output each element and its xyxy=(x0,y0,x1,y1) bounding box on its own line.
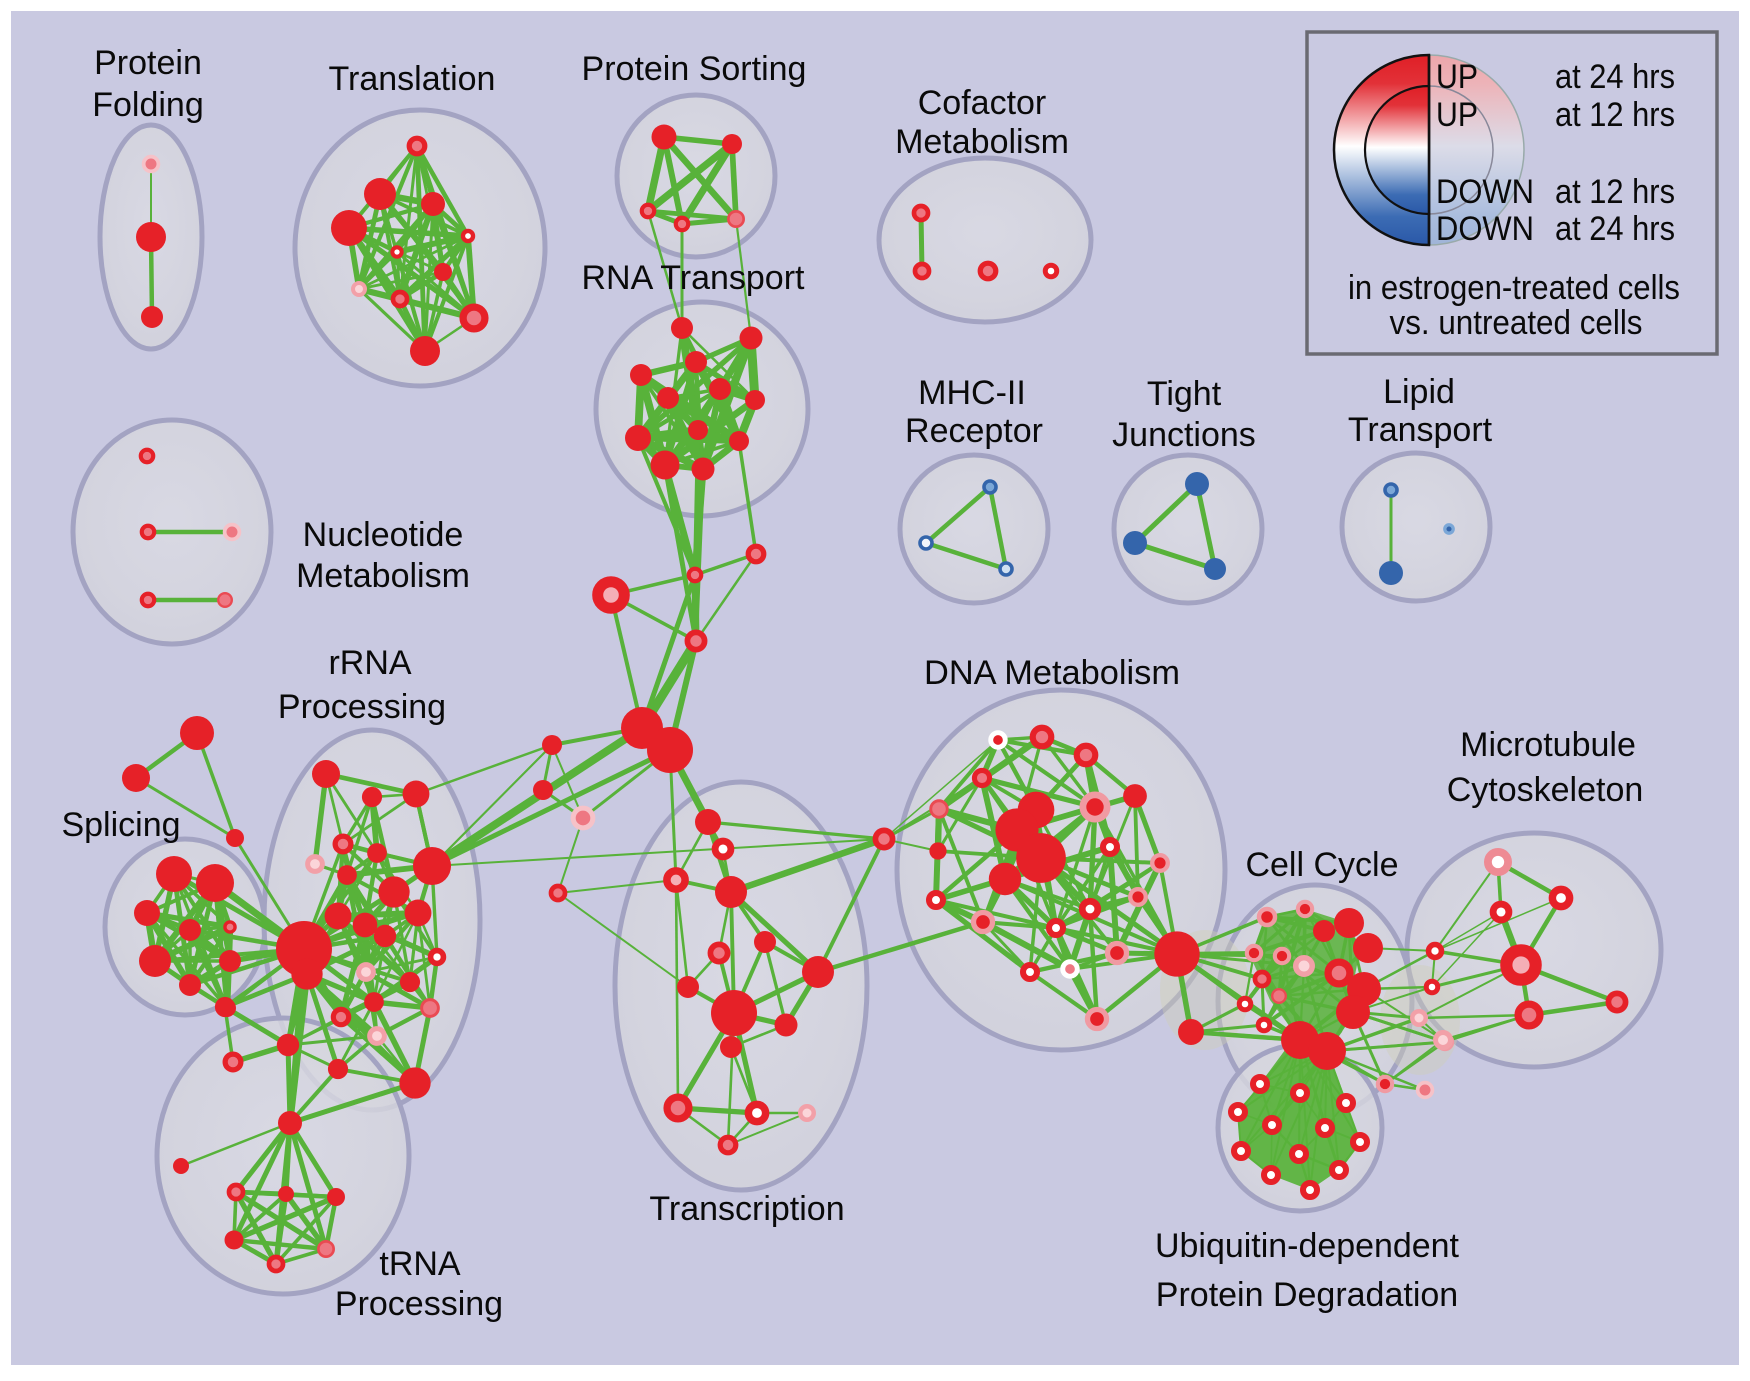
svg-text:DOWN: DOWN xyxy=(1436,210,1534,248)
svg-text:Protein Degradation: Protein Degradation xyxy=(1156,1276,1458,1314)
svg-text:DNA Metabolism: DNA Metabolism xyxy=(924,654,1180,692)
svg-text:MHC-II: MHC-II xyxy=(918,374,1026,412)
svg-text:Splicing: Splicing xyxy=(61,806,180,844)
svg-text:Cell Cycle: Cell Cycle xyxy=(1245,846,1398,884)
svg-text:Ubiquitin-dependent: Ubiquitin-dependent xyxy=(1155,1227,1460,1265)
svg-text:at 24 hrs: at 24 hrs xyxy=(1555,58,1675,96)
svg-text:Tight: Tight xyxy=(1147,375,1222,413)
svg-text:Protein Sorting: Protein Sorting xyxy=(582,50,807,88)
svg-text:UP: UP xyxy=(1436,58,1478,96)
svg-text:Processing: Processing xyxy=(335,1285,503,1323)
svg-text:at 12 hrs: at 12 hrs xyxy=(1555,173,1675,211)
svg-text:Folding: Folding xyxy=(92,86,204,124)
svg-text:tRNA: tRNA xyxy=(379,1245,461,1283)
svg-text:Junctions: Junctions xyxy=(1112,416,1256,454)
svg-text:Cofactor: Cofactor xyxy=(918,84,1047,122)
svg-text:Microtubule: Microtubule xyxy=(1460,726,1636,764)
svg-text:Cytoskeleton: Cytoskeleton xyxy=(1447,771,1644,809)
svg-text:Lipid: Lipid xyxy=(1383,373,1455,411)
svg-text:at 24 hrs: at 24 hrs xyxy=(1555,210,1675,248)
svg-text:rRNA: rRNA xyxy=(328,644,411,682)
svg-text:Transcription: Transcription xyxy=(649,1190,844,1228)
svg-text:UP: UP xyxy=(1436,96,1478,134)
svg-text:Nucleotide: Nucleotide xyxy=(303,516,464,554)
svg-text:Metabolism: Metabolism xyxy=(895,123,1069,161)
svg-text:Protein: Protein xyxy=(94,44,202,82)
svg-text:Transport: Transport xyxy=(1348,411,1493,449)
svg-text:Processing: Processing xyxy=(278,688,446,726)
svg-text:Metabolism: Metabolism xyxy=(296,557,470,595)
svg-text:at 12 hrs: at 12 hrs xyxy=(1555,96,1675,134)
svg-text:vs. untreated cells: vs. untreated cells xyxy=(1390,304,1643,342)
svg-text:Translation: Translation xyxy=(329,60,496,98)
svg-text:in estrogen-treated cells: in estrogen-treated cells xyxy=(1348,269,1680,307)
svg-text:Receptor: Receptor xyxy=(905,412,1043,450)
svg-text:DOWN: DOWN xyxy=(1436,173,1534,211)
svg-text:RNA Transport: RNA Transport xyxy=(582,259,806,297)
